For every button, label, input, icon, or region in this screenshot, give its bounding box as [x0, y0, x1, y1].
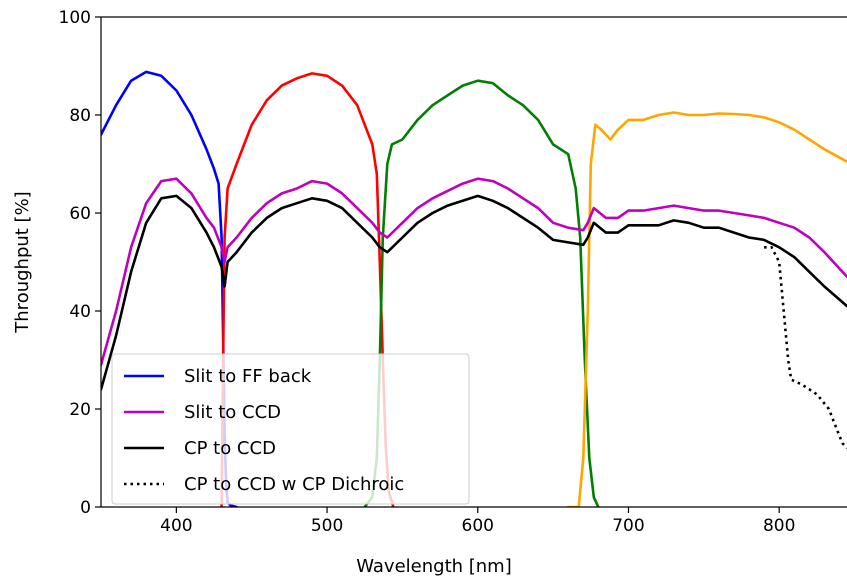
series-line-6: [101, 177, 847, 367]
legend-entries: Slit to FF back Slit to CCD CP to CCD CP to…: [124, 366, 404, 495]
y-tick-label: 40: [69, 302, 91, 322]
y-axis-title: Throughput [%]: [12, 191, 33, 333]
legend-label: Slit to FF back: [184, 366, 312, 387]
y-tick-label: 20: [69, 400, 91, 420]
y-tick-label: 100: [59, 8, 91, 28]
series-line-2: [220, 72, 395, 507]
y-tick-label: 0: [80, 498, 91, 518]
x-tick-label: 400: [160, 516, 192, 536]
x-axis-title: Wavelength [nm]: [356, 556, 512, 577]
axes-layer: 400 500 600 700 800 0 20 40 60 80 100: [59, 8, 847, 536]
legend-box: [111, 353, 470, 505]
x-tick-label: 600: [462, 516, 494, 536]
x-tick-label: 500: [311, 516, 343, 536]
legend-label: Slit to CCD: [184, 402, 281, 423]
y-tick-label: 60: [69, 204, 91, 224]
series-line-8: [764, 246, 847, 450]
x-tick-label: 700: [612, 516, 644, 536]
legend: Slit to FF back Slit to CCD CP to CCD CP to…: [111, 353, 470, 505]
series-line-4: [566, 111, 847, 507]
legend-label: CP to CCD: [184, 438, 276, 459]
legend-label: CP to CCD w CP Dichroic: [184, 474, 404, 495]
series-layer: [101, 70, 847, 507]
series-line-7: [101, 194, 847, 391]
x-tick-label: 800: [763, 516, 795, 536]
y-tick-label: 80: [69, 106, 91, 126]
